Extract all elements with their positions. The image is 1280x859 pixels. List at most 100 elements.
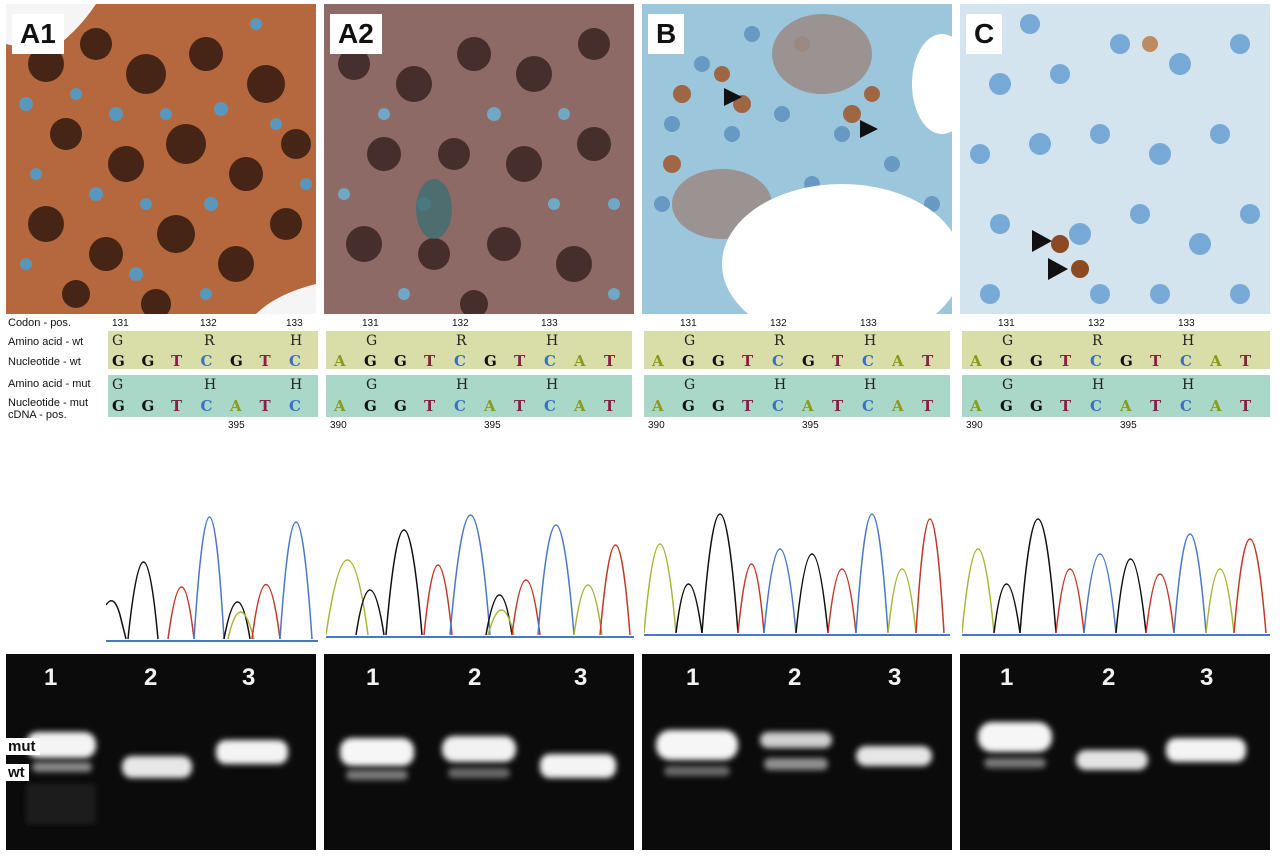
lane-label-1: 1 <box>366 664 380 691</box>
cdna-pos-395: 395 <box>228 420 245 431</box>
nucleotide-nt-mut-3: C <box>200 397 213 415</box>
nucleotide-nt-mut-7: C <box>544 397 556 415</box>
micrograph-b: B <box>642 4 952 314</box>
nucleotide-nt-wt-4: C <box>1090 352 1102 370</box>
codon-pos-132: 132 <box>770 318 787 329</box>
nucleotide-nt-wt-0: A <box>970 352 982 370</box>
aa-wt-1: R <box>456 333 467 349</box>
lane-label-2: 2 <box>788 664 802 691</box>
arrowhead-icon <box>860 120 878 138</box>
mut-band <box>962 375 1270 417</box>
nucleotide-nt-wt-6: C <box>289 352 301 370</box>
nucleotide-nt-wt-9: T <box>1240 352 1252 370</box>
gel-a2-image <box>340 736 616 780</box>
lane-label-2: 2 <box>1102 664 1116 691</box>
nucleotide-nt-mut-8: A <box>574 397 586 415</box>
gel-c-image <box>978 722 1246 770</box>
lane-label-2: 2 <box>144 664 158 691</box>
chromatogram-a2 <box>326 514 634 638</box>
micrograph-a1-image <box>6 4 316 314</box>
lane-label-3: 3 <box>574 664 588 691</box>
nucleotide-nt-wt-1: G <box>1000 352 1013 370</box>
codon-pos-131: 131 <box>112 318 129 329</box>
codon-pos-131: 131 <box>680 318 697 329</box>
chromatogram-a1 <box>106 516 318 642</box>
lane-label-3: 3 <box>242 664 256 691</box>
nucleotide-nt-mut-0: A <box>970 397 982 415</box>
nucleotide-nt-wt-8: A <box>892 352 904 370</box>
aa-mut-1: H <box>1092 377 1105 393</box>
lane-label-2: 2 <box>468 664 482 691</box>
nucleotide-nt-wt-2: G <box>1030 352 1043 370</box>
nucleotide-nt-wt-1: G <box>682 352 695 370</box>
nucleotide-nt-wt-9: T <box>922 352 934 370</box>
nucleotide-nt-wt-3: C <box>200 352 213 370</box>
nucleotide-nt-mut-4: A <box>230 397 242 415</box>
wt-band <box>644 331 950 369</box>
codon-pos-132: 132 <box>1088 318 1105 329</box>
nucleotide-nt-wt-5: G <box>802 352 815 370</box>
aa-mut-2: H <box>546 377 559 393</box>
nucleotide-nt-wt-2: T <box>171 352 183 370</box>
nucleotide-nt-wt-8: A <box>1210 352 1222 370</box>
nucleotide-nt-mut-0: A <box>652 397 664 415</box>
codon-pos-133: 133 <box>286 318 303 329</box>
arrowhead-icon <box>1048 258 1068 280</box>
nucleotide-nt-wt-5: G <box>484 352 497 370</box>
nucleotide-nt-mut-4: C <box>1090 397 1102 415</box>
nucleotide-nt-mut-8: A <box>1210 397 1222 415</box>
nucleotide-nt-mut-8: A <box>892 397 904 415</box>
nucleotide-nt-wt-2: G <box>394 352 407 370</box>
aa-mut-1: H <box>456 377 469 393</box>
nucleotide-nt-wt-4: G <box>230 352 243 370</box>
gel-b: 1 2 3 <box>642 654 952 850</box>
nucleotide-nt-mut-6: C <box>289 397 301 415</box>
nucleotide-nt-mut-6: T <box>514 397 526 415</box>
nucleotide-nt-wt-5: G <box>1120 352 1133 370</box>
codon-pos-132: 132 <box>452 318 469 329</box>
nucleotide-nt-mut-6: T <box>832 397 844 415</box>
panel-label-a2: A2 <box>330 14 382 54</box>
nucleotide-nt-mut-5: A <box>1120 397 1132 415</box>
nucleotide-nt-mut-5: T <box>259 397 271 415</box>
nucleotide-nt-mut-1: G <box>1000 397 1013 415</box>
gel-label-mut: mut <box>4 738 40 755</box>
aa-mut-2: H <box>864 377 877 393</box>
lane-label-1: 1 <box>686 664 700 691</box>
chromatogram-c <box>962 518 1270 636</box>
micrograph-a1: A1 <box>6 4 316 314</box>
nucleotide-nt-mut-0: G <box>112 397 125 415</box>
aa-wt-2: H <box>1182 333 1195 349</box>
nucleotide-nt-mut-7: C <box>862 397 874 415</box>
nucleotide-nt-wt-7: C <box>862 352 874 370</box>
nucleotide-nt-mut-9: T <box>1240 397 1252 415</box>
aa-mut-1: H <box>774 377 787 393</box>
nucleotide-nt-wt-0: A <box>652 352 664 370</box>
nucleotide-nt-wt-3: T <box>1060 352 1072 370</box>
aa-mut-2: H <box>1182 377 1195 393</box>
arrowhead-icon <box>1032 230 1052 252</box>
mut-band <box>108 375 318 417</box>
row-label-nt-mut: Nucleotide - mut <box>8 397 89 409</box>
lane-label-3: 3 <box>888 664 902 691</box>
lane-label-1: 1 <box>44 664 58 691</box>
nucleotide-nt-mut-9: T <box>922 397 934 415</box>
micrograph-c: C <box>960 4 1270 314</box>
gel-label-wt: wt <box>4 764 29 781</box>
nucleotide-nt-wt-1: G <box>364 352 377 370</box>
row-label-cdna: cDNA - pos. <box>8 409 67 421</box>
aa-wt-2: H <box>290 333 303 349</box>
codon-pos-132: 132 <box>200 318 217 329</box>
aa-mut-0: G <box>1002 377 1014 393</box>
nucleotide-nt-wt-6: T <box>1150 352 1162 370</box>
panel-label-c: C <box>966 14 1003 54</box>
nucleotide-nt-mut-3: T <box>742 397 754 415</box>
micrograph-a2-image <box>324 4 634 314</box>
row-label-aa-wt: Amino acid - wt <box>8 336 84 348</box>
nucleotide-nt-mut-3: T <box>1060 397 1072 415</box>
nucleotide-nt-wt-0: A <box>334 352 346 370</box>
aa-wt-0: G <box>112 333 124 349</box>
row-label-aa-mut: Amino acid - mut <box>8 378 91 390</box>
panel-label-a1: A1 <box>12 14 64 54</box>
nucleotide-nt-mut-0: A <box>334 397 346 415</box>
